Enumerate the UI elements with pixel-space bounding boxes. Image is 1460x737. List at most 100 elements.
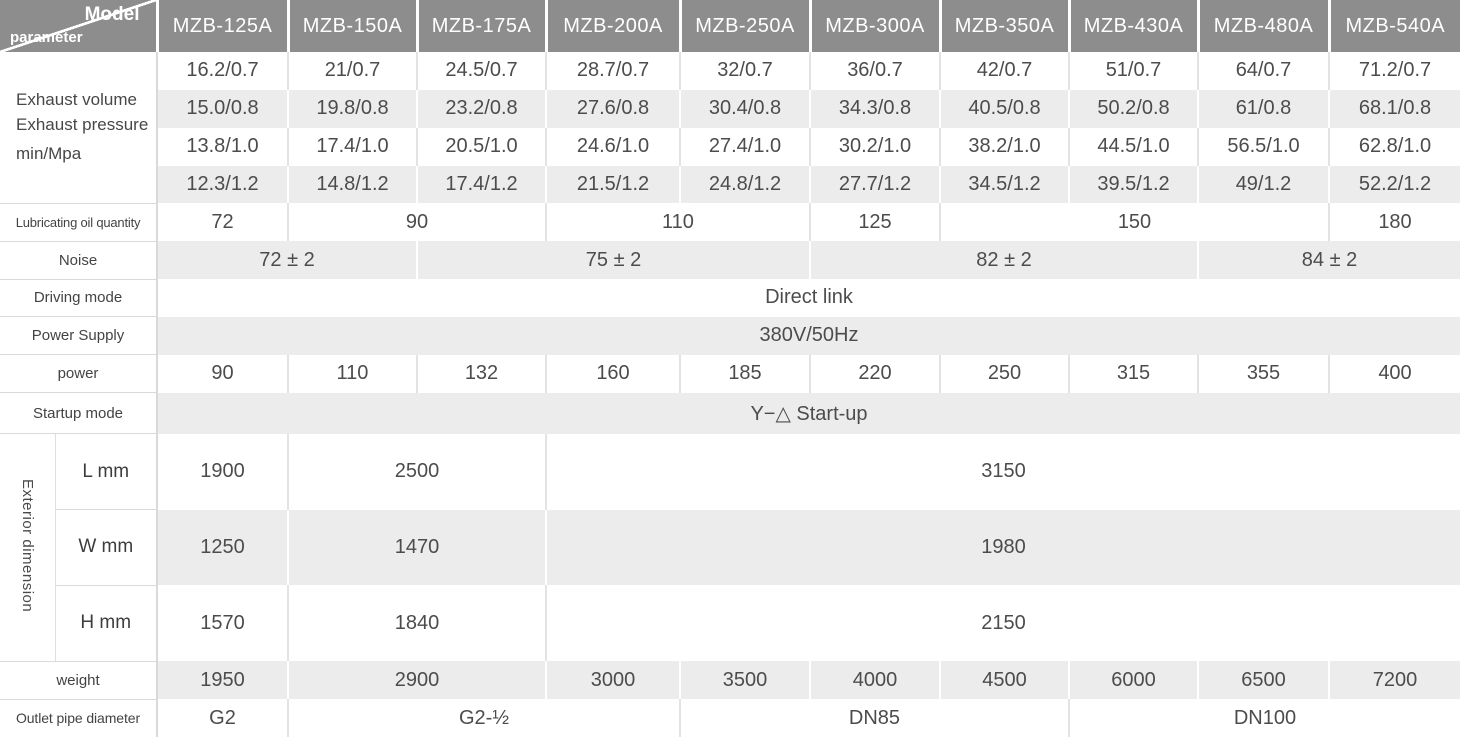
row-dimension-h-mm: H mm 1570 1840 2150 [0,585,1460,662]
value-cell: 6000 [1069,661,1199,700]
value-cell: 34.5/1.2 [940,165,1070,204]
value-cell: 110 [288,354,418,393]
value-cell: 51/0.7 [1069,52,1199,90]
value-cell: 185 [680,354,811,393]
value-cell: 16.2/0.7 [157,52,289,90]
value-cell: 315 [1069,354,1199,393]
value-cell: 2900 [288,661,547,700]
value-cell: 24.6/1.0 [546,127,681,166]
column-header: MZB-300A [810,0,942,52]
exhaust-label: Exhaust volume Exhaust pressure min/Mpa [0,52,158,204]
value-cell: 14.8/1.2 [288,165,418,204]
value-cell: 38.2/1.0 [940,127,1070,166]
column-header: MZB-480A [1198,0,1331,52]
value-cell: 400 [1329,354,1460,393]
value-cell: 40.5/0.8 [940,89,1070,128]
value-cell: DN100 [1069,699,1460,737]
row-exhaust-3: 12.3/1.2 14.8/1.2 17.4/1.2 21.5/1.2 24.8/1.2… [0,165,1460,204]
value-cell: 28.7/0.7 [546,52,681,90]
corner-parameter-label: parameter [10,29,83,46]
column-header: MZB-200A [546,0,682,52]
value-cell: 90 [157,354,289,393]
column-header: MZB-350A [940,0,1071,52]
weight-label: weight [0,661,158,700]
value-cell: 30.2/1.0 [810,127,941,166]
startup_mode-label: Startup mode [0,392,158,435]
corner-cell: Model parameter [0,0,159,52]
value-cell: 1840 [288,585,547,662]
value-cell: 24.8/1.2 [680,165,811,204]
value-cell: 1570 [157,585,289,662]
value-cell: 68.1/0.8 [1329,89,1460,128]
value-cell: 380V/50Hz [157,316,1460,355]
value-cell: 71.2/0.7 [1329,52,1460,90]
power_supply-label: Power Supply [0,316,158,356]
corner-model-label: Model [84,4,140,25]
value-cell: 34.3/0.8 [810,89,941,128]
column-header: MZB-540A [1329,0,1460,52]
value-cell: G2 [157,699,289,737]
row-noise: Noise 72 ± 2 75 ± 2 82 ± 2 84 ± 2 [0,241,1460,280]
value-cell: 82 ± 2 [810,241,1199,280]
value-cell: 42/0.7 [940,52,1070,90]
value-cell: 56.5/1.0 [1198,127,1330,166]
value-cell: 132 [417,354,547,393]
value-cell: 36/0.7 [810,52,941,90]
value-cell: 21.5/1.2 [546,165,681,204]
value-cell: 84 ± 2 [1198,241,1460,280]
row-startup_mode: Startup mode Y−△ Start-up [0,392,1460,435]
exhaust-label-line: min/Mpa [16,144,82,164]
dimension-sublabel: H mm [55,585,158,662]
value-cell: 20.5/1.0 [417,127,547,166]
value-cell: 39.5/1.2 [1069,165,1199,204]
value-cell: 125 [810,203,941,242]
column-header: MZB-125A [157,0,290,52]
value-cell: 27.4/1.0 [680,127,811,166]
value-cell: 27.6/0.8 [546,89,681,128]
row-power: power 90 110 132 160 185 220 250 315 355 400 [0,354,1460,394]
value-cell: 90 [288,203,547,242]
value-cell: 180 [1329,203,1460,242]
value-cell: 3500 [680,661,811,700]
exterior-dimension-vertical-text: Exterior dimension [18,478,36,613]
value-cell: 1950 [157,661,289,700]
row-outlet_pipe: Outlet pipe diameter G2 G2-½ DN85 DN100 [0,699,1460,737]
lubricating_oil-label: Lubricating oil quantity [0,203,158,242]
value-cell: 150 [940,203,1330,242]
value-cell: 220 [810,354,941,393]
column-header: MZB-175A [417,0,548,52]
value-cell: 62.8/1.0 [1329,127,1460,166]
value-cell: 13.8/1.0 [157,127,289,166]
row-exhaust-0: Exhaust volume Exhaust pressure min/Mpa 16.… [0,52,1460,204]
value-cell: 4000 [810,661,941,700]
row-exhaust-2: 13.8/1.0 17.4/1.0 20.5/1.0 24.6/1.0 27.4/1.0… [0,127,1460,166]
value-cell: Direct link [157,279,1460,317]
value-cell: 19.8/0.8 [288,89,418,128]
column-header: MZB-250A [680,0,812,52]
row-driving_mode: Driving mode Direct link [0,279,1460,318]
value-cell: Y−△ Start-up [157,392,1460,434]
value-cell: 15.0/0.8 [157,89,289,128]
value-cell: 3150 [546,433,1460,510]
value-cell: 3000 [546,661,681,700]
value-cell: 4500 [940,661,1070,700]
value-cell: 17.4/1.0 [288,127,418,166]
value-cell: 2150 [546,585,1460,662]
value-cell: G2-½ [288,699,681,737]
driving_mode-label: Driving mode [0,279,158,318]
column-header: MZB-150A [288,0,419,52]
header-row: Model parameter MZB-125A MZB-150A MZB-175A… [0,0,1460,52]
value-cell: 250 [940,354,1070,393]
column-header: MZB-430A [1069,0,1200,52]
value-cell: 6500 [1198,661,1330,700]
value-cell: 23.2/0.8 [417,89,547,128]
value-cell: DN85 [680,699,1070,737]
value-cell: 7200 [1329,661,1460,700]
value-cell: 110 [546,203,811,242]
value-cell: 2500 [288,433,547,510]
value-cell: 21/0.7 [288,52,418,90]
row-weight: weight 1950 2900 3000 3500 4000 4500 6000 6500 72… [0,661,1460,700]
value-cell: 32/0.7 [680,52,811,90]
exterior-dimension-group-label: Exterior dimension [0,433,56,662]
